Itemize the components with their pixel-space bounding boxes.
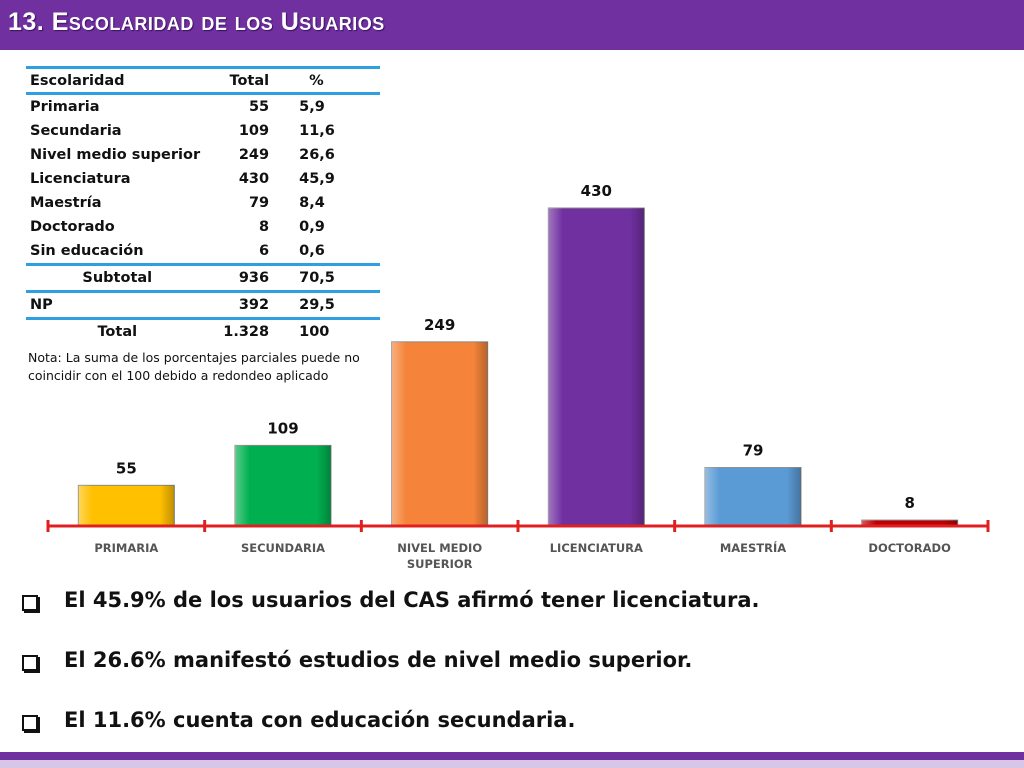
table-cell: 5,9: [299, 99, 325, 115]
table-row: Nivel medio superior 249 26,6: [26, 143, 380, 167]
total-label: Total: [26, 317, 209, 344]
np-total: 392: [208, 290, 280, 319]
table-cell: 0,6: [299, 243, 325, 259]
footer-bar: [0, 752, 1024, 760]
checkbox-bullet-icon: [22, 595, 38, 611]
bar-shade: [548, 208, 645, 526]
subtotal-label: Subtotal: [26, 263, 209, 292]
table-header-cell: Escolaridad: [26, 66, 209, 95]
table-cell: 45,9: [299, 171, 335, 187]
table-cell: 0,9: [299, 219, 325, 235]
total-row: Total 1.328 100: [26, 317, 380, 344]
checkbox-bullet-icon: [22, 715, 38, 731]
data-label: 430: [581, 182, 612, 200]
table-cell: 430: [238, 171, 270, 187]
slide-title: 13. Escolaridad de los Usuarios: [8, 8, 385, 36]
bullet-item: El 45.9% de los usuarios del CAS afirmó …: [22, 588, 1012, 648]
bar-shade: [391, 341, 488, 526]
bullet-list: El 45.9% de los usuarios del CAS afirmó …: [22, 588, 1012, 768]
table-cell: 8,4: [299, 195, 325, 211]
escolaridad-table: Escolaridad Total % Primaria 55 5,9 Secu…: [26, 66, 380, 344]
subtotal-percent: 70,5: [279, 263, 380, 292]
x-tick-label: MAESTRÍA: [720, 540, 786, 555]
table-row: Licenciatura 430 45,9: [26, 167, 380, 191]
bar-shade: [705, 467, 801, 526]
table-cell: Secundaria: [30, 123, 122, 139]
table-cell: 26,6: [299, 147, 335, 163]
table-cell: 11,6: [299, 123, 335, 139]
bar-shade: [861, 520, 958, 526]
table-row: Secundaria 109 11,6: [26, 119, 380, 143]
table-cell: Licenciatura: [30, 171, 131, 187]
x-tick-label: SECUNDARIA: [241, 541, 325, 555]
x-tick-label: PRIMARIA: [94, 541, 158, 555]
table-note: Nota: La suma de los porcentajes parcial…: [28, 350, 360, 383]
bullet-item: El 26.6% manifestó estudios de nivel med…: [22, 648, 1012, 708]
data-label: 55: [116, 459, 137, 477]
table-cell: 6: [259, 243, 270, 259]
np-label: NP: [26, 290, 209, 319]
subtotal-total: 936: [208, 263, 280, 292]
table-cell: Doctorado: [30, 219, 115, 235]
subtotal-row: Subtotal 936 70,5: [26, 263, 380, 292]
title-bar: 13. Escolaridad de los Usuarios: [0, 0, 1024, 50]
table-cell: 55: [248, 99, 270, 115]
table-cell: Sin educación: [30, 243, 144, 259]
x-tick-label: SUPERIOR: [407, 557, 473, 571]
data-label: 249: [424, 316, 455, 334]
table-cell: 8: [259, 219, 270, 235]
bullet-text: El 45.9% de los usuarios del CAS afirmó …: [64, 588, 760, 612]
table-row: Primaria 55 5,9: [26, 94, 380, 120]
total-percent: 100: [279, 317, 380, 344]
data-label: 8: [904, 494, 914, 512]
bar-shade: [235, 445, 331, 526]
x-tick-label: NIVEL MEDIO: [397, 541, 482, 555]
table-cell: Primaria: [30, 99, 100, 115]
footer-bar-light: [0, 760, 1024, 768]
table-cell: 249: [238, 147, 270, 163]
x-tick-label: LICENCIATURA: [550, 541, 643, 555]
table-cell: Nivel medio superior: [30, 147, 201, 163]
table-row: Sin educación 6 0,6: [26, 239, 380, 265]
bar-shade: [78, 485, 175, 526]
table-header-cell: %: [279, 66, 380, 95]
table-row: Doctorado 8 0,9: [26, 215, 380, 239]
bullet-item: El 11.6% cuenta con educación secundaria…: [22, 708, 1012, 768]
table-cell: 109: [238, 123, 270, 139]
table-header-row: Escolaridad Total %: [26, 66, 380, 95]
x-tick-label: DOCTORADO: [868, 541, 951, 555]
data-label: 79: [743, 442, 764, 460]
bullet-text: El 26.6% manifestó estudios de nivel med…: [64, 648, 693, 672]
table-cell: 79: [248, 195, 270, 211]
data-label: 109: [267, 419, 298, 437]
table-row: Maestría 79 8,4: [26, 191, 380, 215]
np-percent: 29,5: [279, 290, 380, 319]
checkbox-bullet-icon: [22, 655, 38, 671]
table-cell: Maestría: [30, 195, 102, 211]
total-total: 1.328: [208, 317, 280, 344]
bullet-text: El 11.6% cuenta con educación secundaria…: [64, 708, 576, 732]
np-row: NP 392 29,5: [26, 290, 380, 319]
table-header-cell: Total: [208, 66, 280, 95]
